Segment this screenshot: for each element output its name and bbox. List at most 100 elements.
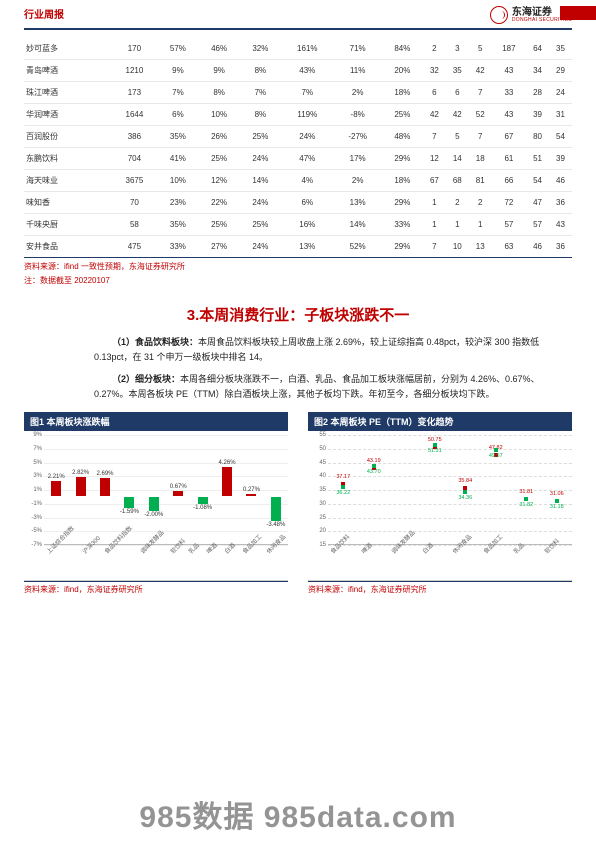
table-cell: 42 — [423, 104, 446, 126]
table-cell: 25% — [382, 104, 423, 126]
table-cell: 1210 — [112, 60, 158, 82]
table-cell: 80 — [526, 126, 549, 148]
table-cell: -8% — [334, 104, 382, 126]
charts-row: 图1 本周板块涨跌幅 9%7%5%3%1%-1%-3%-5%-7% 2.21%2… — [24, 412, 572, 595]
table-cell: 52% — [334, 236, 382, 258]
table-row: 妙可蓝多17057%46%32%161%71%84%2351876435 — [24, 38, 572, 60]
table-cell: 10 — [446, 236, 469, 258]
table-cell: 6% — [157, 104, 198, 126]
table-cell: 29% — [382, 236, 423, 258]
table-cell: 39 — [549, 148, 572, 170]
data-table: 妙可蓝多17057%46%32%161%71%84%2351876435青岛啤酒… — [24, 38, 572, 258]
chart-1-panel: 图1 本周板块涨跌幅 9%7%5%3%1%-1%-3%-5%-7% 2.21%2… — [24, 412, 288, 595]
table-cell: 千味央厨 — [24, 214, 112, 236]
table-cell: 安井食品 — [24, 236, 112, 258]
table-cell: 32 — [423, 60, 446, 82]
chart-1-plot: 9%7%5%3%1%-1%-3%-5%-7% 2.21%2.82%2.69%-1… — [44, 435, 288, 545]
table-cell: 24% — [240, 192, 281, 214]
table-cell: 6 — [446, 82, 469, 104]
table-row: 海天味业367510%12%14%4%2%18%676881665446 — [24, 170, 572, 192]
table-cell: 5 — [446, 126, 469, 148]
table-cell: 84% — [382, 38, 423, 60]
chart-2-xaxis: 食品饮料啤酒调味发酵品白酒休闲食品食品加工乳品软饮料 — [328, 545, 572, 583]
table-cell: 70 — [112, 192, 158, 214]
table-cell: 1 — [446, 214, 469, 236]
table-cell: 24% — [240, 148, 281, 170]
table-cell: 27% — [199, 236, 240, 258]
table-cell: 2 — [469, 192, 492, 214]
chart-2-source: 资料来源：ifind，东海证券研究所 — [308, 581, 572, 595]
table-row: 青岛啤酒12109%9%8%43%11%20%323542433429 — [24, 60, 572, 82]
table-cell: 54 — [526, 170, 549, 192]
logo-icon — [490, 6, 508, 24]
table-cell: 24 — [549, 82, 572, 104]
table-cell: 7 — [469, 126, 492, 148]
table-row: 华润啤酒16446%10%8%119%-8%25%424252433931 — [24, 104, 572, 126]
table-cell: 46 — [549, 170, 572, 192]
chart-1-xaxis: 上证综合指数沪深300食品饮料指数调味发酵品软饮料乳品啤酒白酒食品加工休闲食品 — [44, 545, 288, 583]
chart-1-yaxis: 9%7%5%3%1%-1%-3%-5%-7% — [24, 435, 42, 544]
table-cell: 10% — [199, 104, 240, 126]
table-cell: 51 — [526, 148, 549, 170]
table-cell: 13 — [469, 236, 492, 258]
table-cell: 42 — [446, 104, 469, 126]
header: 行业周报 东海证券 DONGHAI SECURITIES — [0, 0, 596, 24]
table-cell: 32% — [240, 38, 281, 60]
table-cell: 54 — [549, 126, 572, 148]
table-cell: 8% — [240, 60, 281, 82]
para-2-bold: （2）细分板块： — [112, 374, 180, 384]
table-cell: 8% — [240, 104, 281, 126]
chart-2-panel: 图2 本周板块 PE（TTM）变化趋势 555045403530252015 3… — [308, 412, 572, 595]
table-row: 百润股份38635%26%25%24%-27%48%757678054 — [24, 126, 572, 148]
table-cell: 6% — [281, 192, 334, 214]
table-cell: 43 — [549, 214, 572, 236]
table-cell: 14 — [446, 148, 469, 170]
table-cell: 29% — [382, 148, 423, 170]
table-cell: 43% — [281, 60, 334, 82]
table-cell: 7 — [423, 236, 446, 258]
table-cell: 35% — [157, 126, 198, 148]
table-cell: 百润股份 — [24, 126, 112, 148]
table-cell: 华润啤酒 — [24, 104, 112, 126]
para-1: （1）食品饮料板块：本周食品饮料板块较上周收盘上涨 2.69%，较上证综指高 0… — [94, 335, 562, 366]
table-cell: 61 — [492, 148, 526, 170]
chart-2-plot: 555045403530252015 37.1736.2243.1943.705… — [328, 435, 572, 545]
table-cell: 29 — [549, 60, 572, 82]
table-cell: 青岛啤酒 — [24, 60, 112, 82]
table-cell: 187 — [492, 38, 526, 60]
table-cell: 7% — [240, 82, 281, 104]
table-cell: 43 — [492, 60, 526, 82]
table-cell: -27% — [334, 126, 382, 148]
table-cell: 43 — [492, 104, 526, 126]
section-title: 3.本周消费行业：子板块涨跌不一 — [24, 304, 572, 325]
table-cell: 33% — [157, 236, 198, 258]
table-cell: 4% — [281, 170, 334, 192]
chart-1-title: 图1 本周板块涨跌幅 — [24, 412, 288, 431]
table-cell: 28 — [526, 82, 549, 104]
table-cell: 25% — [240, 126, 281, 148]
table-cell: 3675 — [112, 170, 158, 192]
doc-type-label: 行业周报 — [24, 6, 64, 21]
table-cell: 1 — [423, 192, 446, 214]
table-cell: 7% — [281, 82, 334, 104]
table-cell: 33% — [382, 214, 423, 236]
watermark: 985数据 985data.com — [0, 792, 596, 836]
table-cell: 161% — [281, 38, 334, 60]
table-cell: 1 — [423, 214, 446, 236]
table-cell: 1 — [469, 214, 492, 236]
table-cell: 12 — [423, 148, 446, 170]
table-cell: 170 — [112, 38, 158, 60]
chart-2-body: 555045403530252015 37.1736.2243.1943.705… — [308, 431, 572, 581]
table-cell: 5 — [469, 38, 492, 60]
table-row: 东鹏饮料70441%25%24%47%17%29%121418615139 — [24, 148, 572, 170]
table-cell: 67 — [423, 170, 446, 192]
table-cell: 68 — [446, 170, 469, 192]
table-source: 资料来源：ifind 一致性预期，东海证券研究所 — [24, 261, 572, 272]
table-cell: 36 — [549, 192, 572, 214]
table-cell: 35% — [157, 214, 198, 236]
table-cell: 1644 — [112, 104, 158, 126]
table-row: 味知香7023%22%24%6%13%29%122724736 — [24, 192, 572, 214]
table-cell: 25% — [240, 214, 281, 236]
table-cell: 海天味业 — [24, 170, 112, 192]
table-cell: 26% — [199, 126, 240, 148]
